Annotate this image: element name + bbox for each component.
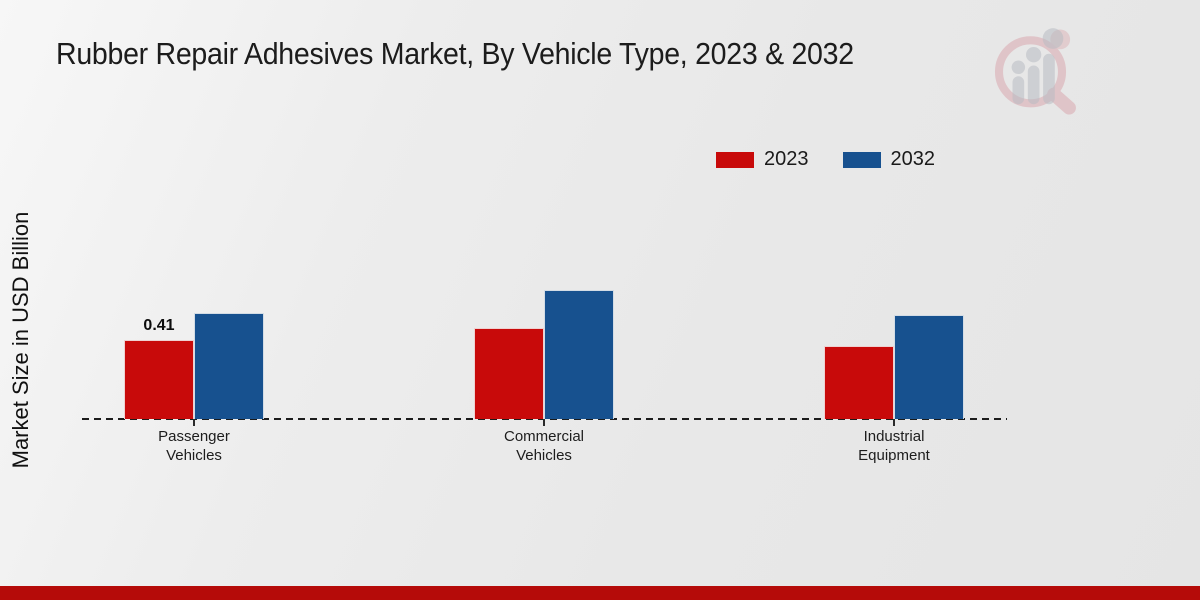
bar-2023-industrial-equipment — [824, 346, 894, 419]
magnifier-growth-chart-logo — [994, 28, 1076, 115]
bar-2023-passenger-vehicles — [124, 340, 194, 419]
legend-swatch-2023 — [716, 151, 754, 168]
legend-label-2023: 2023 — [764, 148, 809, 170]
x-axis-tick — [193, 419, 195, 426]
bar-value-label: 0.41 — [143, 317, 175, 334]
legend-item-2023: 2023 — [716, 148, 809, 171]
chart-title: Rubber Repair Adhesives Market, By Vehic… — [56, 36, 854, 71]
bar-2023-commercial-vehicles — [474, 328, 544, 419]
bar-2032-industrial-equipment — [894, 315, 964, 419]
legend-item-2032: 2032 — [842, 148, 936, 171]
x-axis-tick — [893, 419, 895, 426]
bar-2032-passenger-vehicles — [194, 313, 264, 419]
legend-swatch-2032 — [842, 151, 881, 168]
x-axis-label-industrial-equipment: Industrial Equipment — [858, 428, 930, 464]
x-axis-label-passenger-vehicles: Passenger Vehicles — [158, 428, 230, 464]
x-axis-tick — [543, 419, 545, 426]
bar-2032-commercial-vehicles — [544, 290, 614, 419]
footer-accent-bar — [0, 586, 1200, 600]
legend-label-2032: 2032 — [890, 148, 936, 170]
legend: 2023 2032 — [716, 148, 935, 171]
x-axis-label-commercial-vehicles: Commercial Vehicles — [503, 428, 584, 464]
